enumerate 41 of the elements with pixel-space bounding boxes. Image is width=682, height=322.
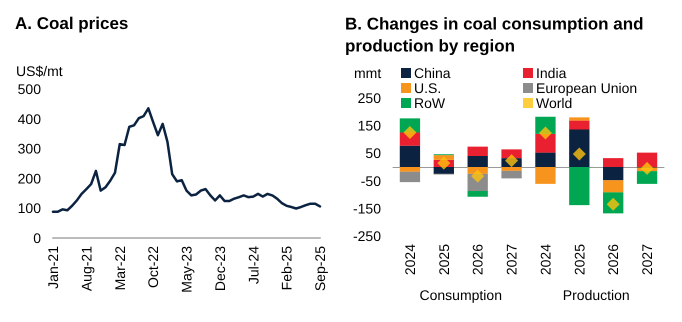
x-tick-label: May-23 [178,246,194,293]
y-axis-title: US$/mt [16,63,63,79]
legend-label: India [536,65,567,81]
x-tick-label: 2024 [537,244,554,276]
x-tick-label: Aug-21 [78,246,94,292]
x-tick-label: Mar-22 [112,246,128,290]
legend-label: U.S. [414,80,442,96]
y-tick-label: 0 [33,230,42,246]
x-tick-label: Feb-25 [278,246,295,290]
y-tick-label: 50 [365,145,382,162]
y-axis-title: mmt [354,65,382,81]
x-tick-label: 2024 [402,244,418,276]
y-tick-label: 500 [18,81,42,97]
legend-label: RoW [414,95,446,111]
x-tick-label: 2025 [571,244,588,276]
y-tick-label: 300 [18,140,42,157]
x-tick-label: Oct-22 [145,246,162,288]
x-tick-label: 2027 [639,244,656,276]
legend-label: European Union [536,80,638,96]
y-tick-label: -50 [360,172,382,189]
x-tick-label: Jul-24 [245,246,262,284]
y-tick-label: 400 [18,110,42,127]
y-tick-label: -150 [352,200,382,216]
y-tick-label: 200 [18,170,42,186]
chart-title: B. Changes in coal consumption and production by region [345,14,648,56]
chart-title: A. Coal prices [15,14,128,33]
text: Consumption [420,287,502,303]
y-tick-label: 100 [18,200,42,216]
text: Production [562,287,630,303]
x-tick-label: Sep-25 [312,246,328,292]
y-tick-label: 250 [358,90,382,106]
x-tick-label: 2026 [605,244,622,276]
x-tick-label: Dec-23 [212,246,228,292]
x-tick-label: Jan-21 [45,246,61,289]
x-tick-label: 2025 [436,244,452,276]
x-tick-label: 2026 [470,244,486,276]
y-tick-label: -250 [352,228,382,244]
legend-label: China [414,65,451,81]
legend-label: World [536,95,572,111]
x-tick-label: 2027 [504,244,520,276]
y-tick-label: 150 [358,118,382,134]
